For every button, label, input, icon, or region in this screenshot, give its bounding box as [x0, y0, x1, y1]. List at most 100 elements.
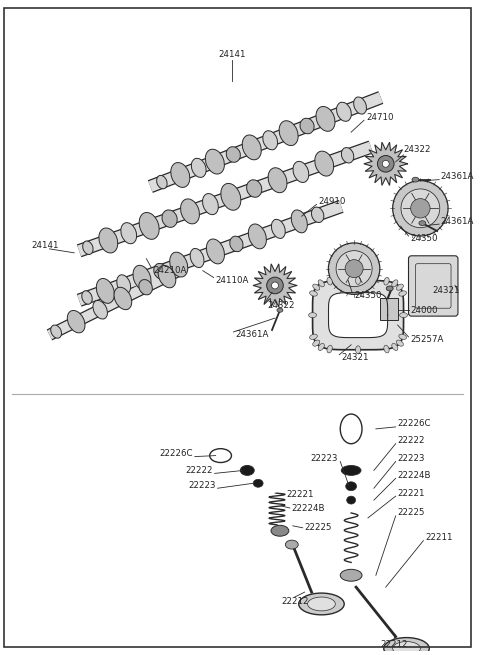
Ellipse shape: [93, 301, 108, 319]
Ellipse shape: [133, 265, 151, 290]
Ellipse shape: [156, 176, 167, 189]
Ellipse shape: [285, 540, 298, 549]
Text: 22221: 22221: [397, 489, 425, 498]
Ellipse shape: [83, 241, 93, 254]
Ellipse shape: [248, 224, 266, 249]
Ellipse shape: [162, 210, 177, 227]
Ellipse shape: [318, 343, 324, 350]
Ellipse shape: [393, 641, 420, 655]
Text: 22212: 22212: [380, 640, 408, 649]
Ellipse shape: [356, 276, 360, 284]
Ellipse shape: [401, 189, 440, 228]
Ellipse shape: [309, 312, 316, 318]
Ellipse shape: [263, 131, 277, 150]
Ellipse shape: [96, 278, 114, 303]
Ellipse shape: [396, 284, 403, 290]
Ellipse shape: [327, 345, 332, 353]
Ellipse shape: [82, 291, 92, 304]
Ellipse shape: [180, 199, 199, 224]
FancyBboxPatch shape: [408, 256, 458, 316]
Ellipse shape: [399, 334, 407, 339]
Ellipse shape: [384, 345, 389, 353]
Text: 22223: 22223: [311, 454, 338, 463]
Ellipse shape: [139, 280, 152, 295]
Ellipse shape: [386, 286, 393, 291]
Ellipse shape: [328, 243, 380, 294]
Text: 24000: 24000: [410, 306, 438, 314]
Ellipse shape: [310, 334, 317, 339]
Ellipse shape: [279, 121, 298, 145]
Ellipse shape: [315, 151, 334, 176]
Ellipse shape: [203, 194, 218, 215]
Ellipse shape: [253, 479, 263, 487]
Text: 24141: 24141: [219, 50, 246, 60]
Ellipse shape: [99, 228, 118, 253]
Text: 22221: 22221: [287, 490, 314, 498]
Ellipse shape: [277, 308, 283, 312]
Ellipse shape: [384, 277, 389, 285]
Polygon shape: [312, 280, 404, 350]
Ellipse shape: [316, 107, 335, 131]
Text: 22226C: 22226C: [397, 419, 431, 428]
Ellipse shape: [272, 282, 278, 289]
Ellipse shape: [347, 496, 356, 504]
Ellipse shape: [293, 161, 309, 183]
Text: 24210A: 24210A: [153, 266, 187, 275]
Ellipse shape: [313, 340, 320, 346]
Ellipse shape: [382, 160, 389, 167]
Ellipse shape: [340, 414, 362, 443]
Ellipse shape: [313, 284, 320, 290]
Ellipse shape: [412, 178, 419, 182]
Ellipse shape: [327, 277, 332, 285]
Ellipse shape: [341, 147, 354, 163]
Ellipse shape: [67, 310, 85, 333]
Ellipse shape: [190, 248, 204, 268]
Ellipse shape: [206, 239, 225, 264]
Ellipse shape: [392, 343, 398, 350]
Ellipse shape: [299, 593, 344, 615]
Ellipse shape: [396, 340, 403, 346]
Polygon shape: [328, 293, 388, 337]
Ellipse shape: [411, 198, 430, 218]
Ellipse shape: [154, 263, 167, 279]
Ellipse shape: [158, 265, 176, 288]
Ellipse shape: [170, 252, 188, 277]
Ellipse shape: [340, 569, 362, 581]
Ellipse shape: [205, 149, 224, 174]
Text: 22222: 22222: [397, 436, 425, 445]
Text: 24321: 24321: [432, 286, 460, 295]
Ellipse shape: [300, 118, 314, 134]
Text: 22224B: 22224B: [397, 471, 431, 480]
Text: 22223: 22223: [397, 454, 425, 463]
Ellipse shape: [117, 274, 131, 294]
Ellipse shape: [419, 221, 426, 225]
Ellipse shape: [192, 159, 206, 178]
Ellipse shape: [121, 223, 137, 244]
Ellipse shape: [230, 236, 243, 252]
Text: 24110A: 24110A: [216, 276, 249, 285]
Text: 24710: 24710: [366, 113, 394, 122]
Text: 24141: 24141: [32, 242, 59, 250]
Ellipse shape: [384, 637, 429, 655]
Ellipse shape: [392, 280, 398, 287]
Text: 24350: 24350: [410, 234, 438, 244]
Text: 24361A: 24361A: [440, 172, 474, 181]
Text: 22222: 22222: [185, 466, 213, 475]
Text: 22211: 22211: [425, 533, 453, 542]
Text: 22212: 22212: [281, 597, 309, 607]
Ellipse shape: [240, 466, 254, 476]
Ellipse shape: [114, 288, 132, 310]
Ellipse shape: [139, 212, 159, 239]
Ellipse shape: [393, 181, 448, 236]
Polygon shape: [364, 142, 408, 185]
Ellipse shape: [354, 97, 366, 114]
Ellipse shape: [356, 346, 360, 354]
Ellipse shape: [268, 168, 287, 193]
Text: 24361A: 24361A: [235, 330, 269, 339]
Text: 24322: 24322: [404, 145, 431, 155]
Ellipse shape: [312, 207, 324, 223]
Ellipse shape: [171, 162, 190, 187]
Text: 24350: 24350: [354, 291, 382, 300]
Text: 22225: 22225: [397, 508, 425, 517]
Ellipse shape: [291, 210, 307, 233]
